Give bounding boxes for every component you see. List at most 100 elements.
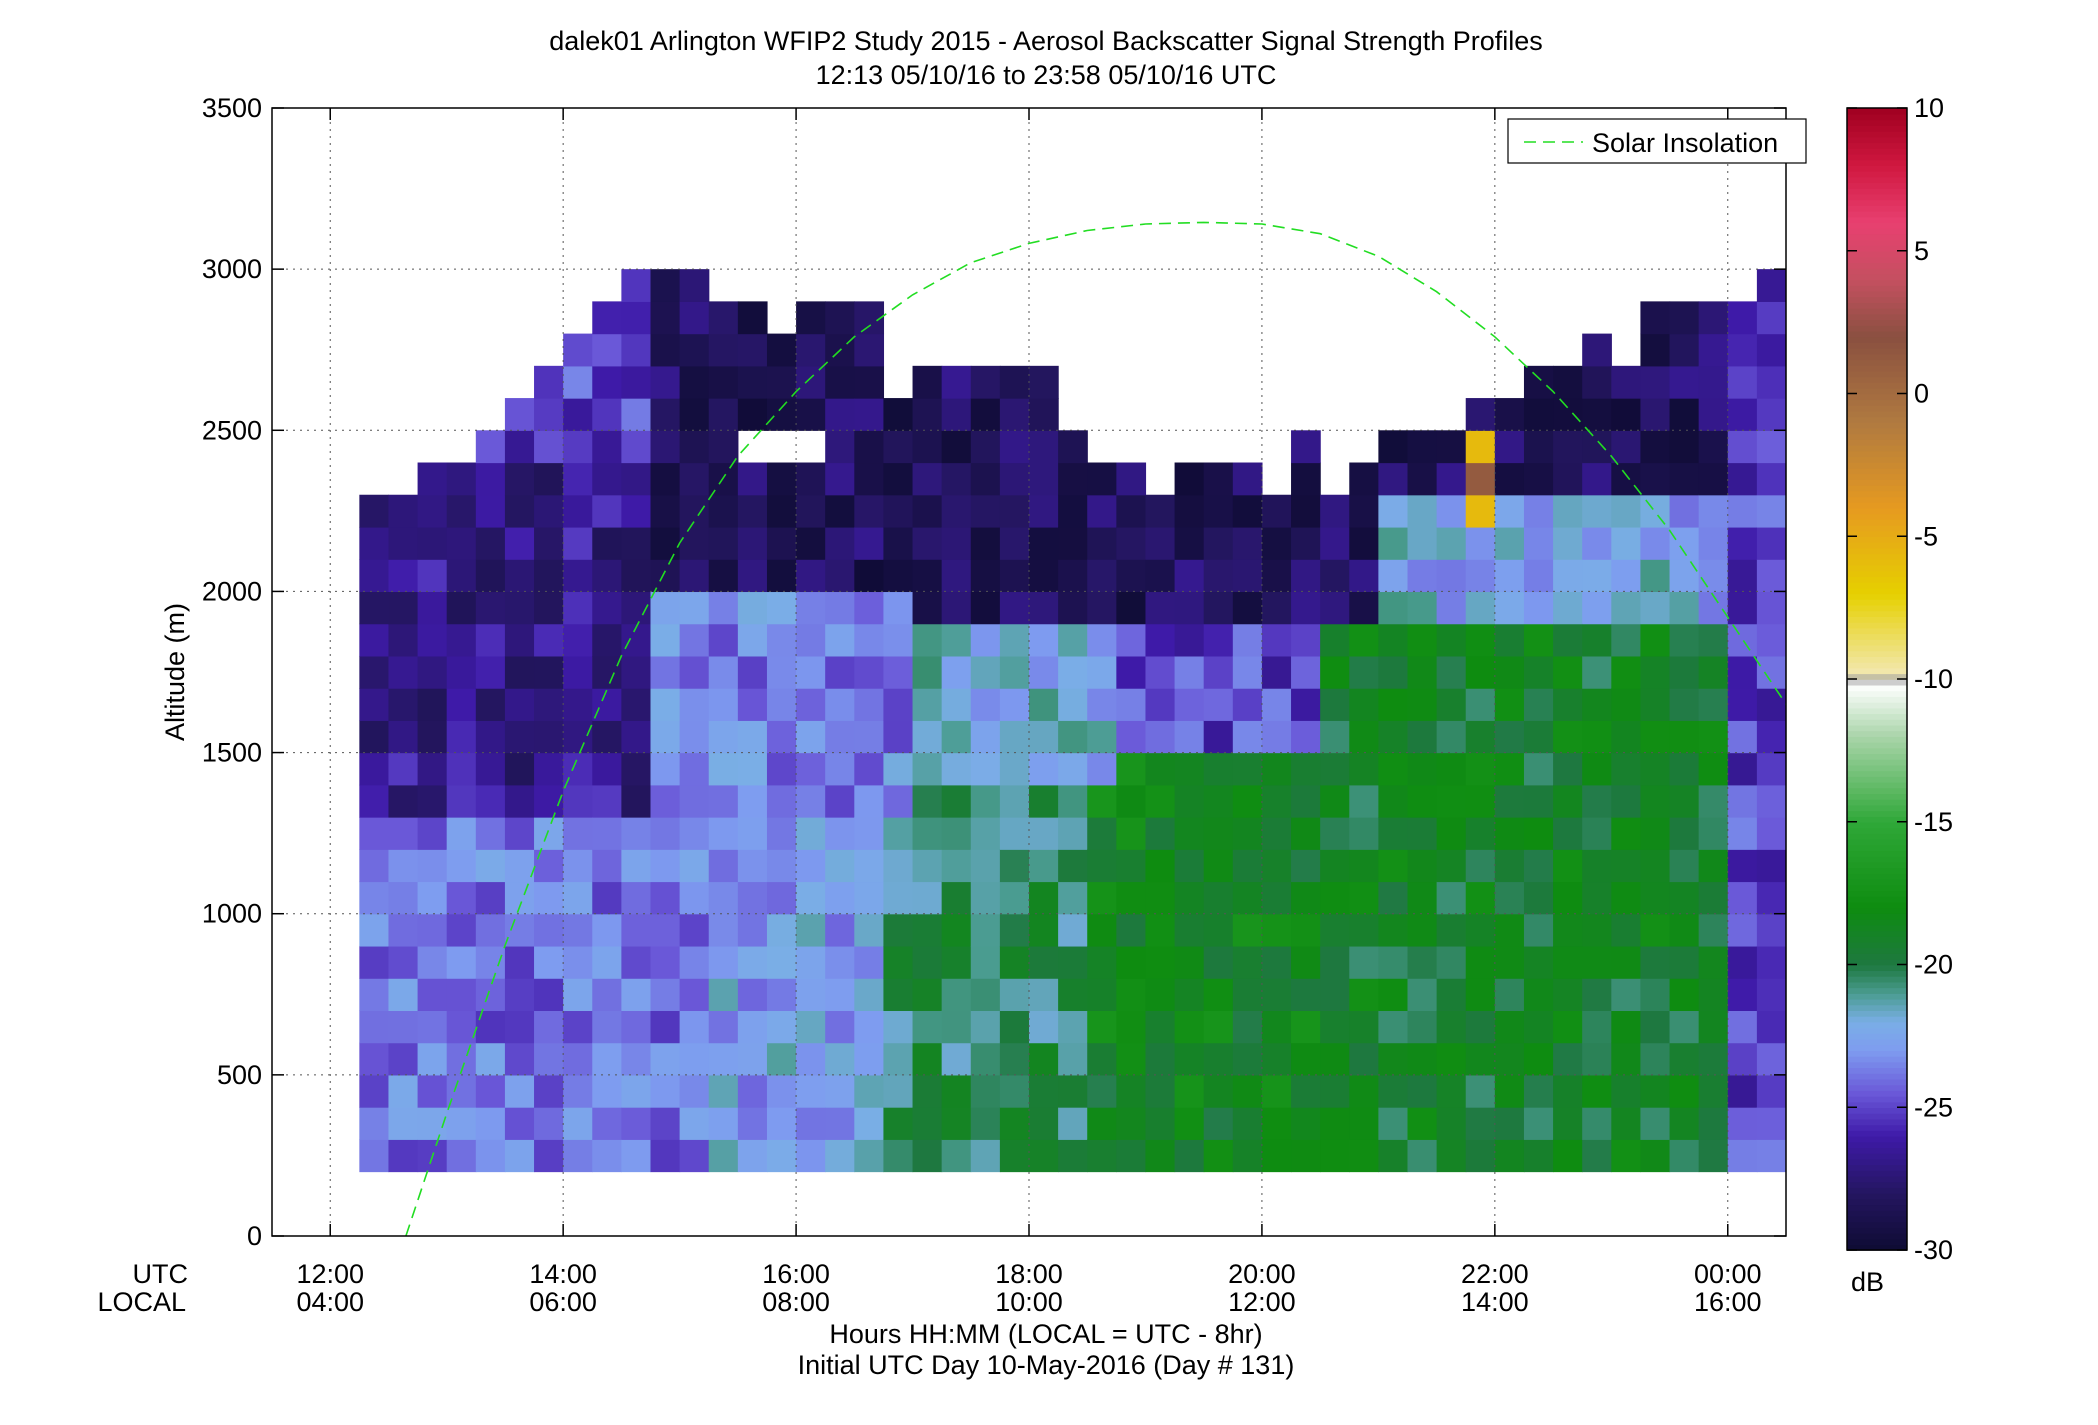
heatmap-cell bbox=[1378, 1042, 1409, 1076]
heatmap-cell bbox=[534, 1010, 564, 1044]
x-tick-label-utc: 22:00 bbox=[1461, 1259, 1529, 1289]
heatmap-cell bbox=[1203, 784, 1234, 818]
heatmap-cell bbox=[1698, 526, 1729, 560]
heatmap-cell bbox=[446, 591, 477, 625]
heatmap-cell bbox=[475, 1139, 506, 1173]
heatmap-cell bbox=[970, 945, 1001, 979]
x-tick-labels: 12:0004:0014:0006:0016:0008:0018:0010:00… bbox=[296, 1259, 1761, 1317]
heatmap-cell bbox=[1582, 494, 1612, 528]
heatmap-cell bbox=[504, 720, 535, 754]
heatmap-cell bbox=[825, 720, 855, 754]
heatmap-cell bbox=[1261, 752, 1292, 786]
heatmap-cell bbox=[766, 913, 797, 947]
colorbar-segment bbox=[1847, 730, 1907, 737]
heatmap-cell bbox=[766, 623, 797, 657]
heatmap-cell bbox=[475, 945, 506, 979]
heatmap-cell bbox=[1174, 688, 1205, 721]
colorbar-segment bbox=[1847, 513, 1907, 520]
colorbar-segment bbox=[1847, 764, 1907, 772]
heatmap-cell bbox=[883, 784, 914, 818]
heatmap-cell bbox=[1611, 494, 1642, 528]
heatmap-cell bbox=[1494, 1010, 1525, 1044]
heatmap-cell bbox=[446, 1074, 477, 1108]
heatmap-cell bbox=[1582, 688, 1612, 721]
heatmap-cell bbox=[1582, 1010, 1612, 1044]
heatmap-cell bbox=[679, 945, 710, 979]
heatmap-cell bbox=[883, 817, 914, 850]
heatmap-cell bbox=[854, 559, 885, 593]
heatmap-cell bbox=[708, 1010, 739, 1044]
heatmap-cell bbox=[1145, 559, 1176, 593]
heatmap-cell bbox=[1494, 784, 1525, 818]
heatmap-cell bbox=[1465, 526, 1496, 560]
heatmap-cell bbox=[1378, 688, 1409, 721]
heatmap-cell bbox=[475, 591, 506, 625]
heatmap-cell bbox=[1756, 978, 1786, 1011]
heatmap-cell bbox=[1116, 559, 1147, 593]
heatmap-cell bbox=[1320, 1042, 1350, 1076]
heatmap-cell bbox=[999, 1074, 1030, 1108]
heatmap-cell bbox=[679, 269, 710, 302]
heatmap-cell bbox=[650, 978, 681, 1011]
heatmap-cell bbox=[912, 365, 943, 399]
heatmap-cell bbox=[388, 881, 419, 915]
heatmap-cell bbox=[1174, 494, 1205, 528]
heatmap-cell bbox=[766, 655, 797, 689]
heatmap-cell bbox=[1553, 1139, 1583, 1173]
heatmap-cell bbox=[359, 688, 390, 721]
heatmap-cell bbox=[1087, 462, 1117, 496]
heatmap-cell bbox=[504, 913, 535, 947]
heatmap-cell bbox=[563, 494, 593, 528]
heatmap-cell bbox=[1291, 881, 1321, 915]
colorbar-segment bbox=[1847, 873, 1907, 880]
heatmap-cell bbox=[563, 1010, 593, 1044]
heatmap-cell bbox=[1407, 526, 1438, 560]
colorbar-segment bbox=[1847, 507, 1907, 515]
heatmap-cell bbox=[446, 913, 477, 947]
heatmap-cell bbox=[1407, 978, 1438, 1011]
heatmap-cell bbox=[1232, 978, 1263, 1011]
heatmap-cell bbox=[563, 784, 593, 818]
heatmap-cell bbox=[737, 591, 768, 625]
colorbar-segment bbox=[1847, 1084, 1907, 1091]
heatmap-cell bbox=[1611, 591, 1642, 625]
heatmap-cell bbox=[1349, 817, 1379, 850]
heatmap-cell bbox=[825, 945, 855, 979]
heatmap-cell bbox=[1058, 945, 1088, 979]
heatmap-cell bbox=[1116, 817, 1147, 850]
heatmap-cell bbox=[1378, 462, 1409, 496]
heatmap-cell bbox=[1407, 752, 1438, 786]
heatmap-cell bbox=[737, 849, 768, 883]
colorbar-segment bbox=[1847, 496, 1907, 503]
heatmap-cell bbox=[679, 817, 710, 850]
heatmap-cell bbox=[1698, 817, 1729, 850]
heatmap-cell bbox=[1611, 1139, 1642, 1173]
heatmap-cell bbox=[563, 655, 593, 689]
colorbar-segment bbox=[1847, 810, 1907, 817]
x-tick-label-utc: 14:00 bbox=[529, 1259, 597, 1289]
heatmap-cell bbox=[563, 526, 593, 560]
heatmap-cell bbox=[563, 365, 593, 399]
heatmap-cell bbox=[1669, 333, 1700, 367]
heatmap-cell bbox=[475, 655, 506, 689]
heatmap-cell bbox=[883, 978, 914, 1011]
colorbar-segment bbox=[1847, 393, 1907, 401]
colorbar-segment bbox=[1847, 907, 1907, 914]
heatmap-cell bbox=[883, 913, 914, 947]
heatmap-cell bbox=[970, 559, 1001, 593]
heatmap-cell bbox=[417, 623, 448, 657]
heatmap-cell bbox=[766, 462, 797, 496]
heatmap-cell bbox=[708, 365, 739, 399]
heatmap-cell bbox=[650, 333, 681, 367]
heatmap-cell bbox=[679, 1139, 710, 1173]
heatmap-cell bbox=[912, 784, 943, 818]
heatmap-cell bbox=[1611, 1074, 1642, 1108]
heatmap-cell bbox=[1698, 655, 1729, 689]
heatmap-cell bbox=[679, 430, 710, 464]
colorbar-unit-label: dB bbox=[1851, 1267, 1884, 1297]
heatmap-cell bbox=[1203, 945, 1234, 979]
heatmap-cell bbox=[359, 1010, 390, 1044]
heatmap-cell bbox=[1174, 849, 1205, 883]
heatmap-cell bbox=[970, 688, 1001, 721]
heatmap-cell bbox=[1378, 945, 1409, 979]
